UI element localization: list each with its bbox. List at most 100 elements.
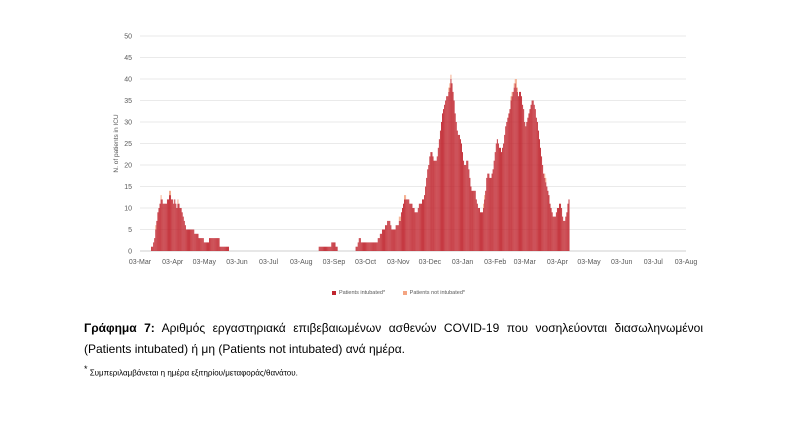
bar-not-intubated: [545, 177, 547, 183]
bar-intubated: [190, 229, 192, 251]
bar-intubated: [478, 208, 480, 251]
bar-intubated: [482, 212, 484, 251]
bar-intubated: [196, 233, 198, 251]
bar-intubated: [390, 225, 392, 251]
bar-intubated: [213, 238, 215, 251]
bar-intubated: [501, 152, 502, 251]
bar-intubated: [492, 169, 494, 251]
bar-intubated: [360, 242, 362, 251]
bar-intubated: [397, 225, 399, 251]
caption-label: Γράφημα 7:: [84, 321, 155, 335]
bar-intubated: [531, 100, 533, 251]
bar-not-intubated: [448, 87, 450, 92]
bar-intubated: [399, 220, 401, 251]
bar-intubated: [441, 122, 442, 251]
bar-intubated: [169, 195, 170, 251]
y-tick-label: 40: [124, 77, 132, 84]
bar-intubated: [176, 208, 178, 251]
bar-intubated: [223, 246, 225, 251]
bar-intubated: [398, 220, 400, 251]
bars: [151, 74, 570, 252]
bar-intubated: [529, 109, 531, 251]
bar-intubated: [159, 203, 161, 251]
bar-intubated: [414, 212, 416, 251]
bar-intubated: [407, 199, 409, 251]
bar-intubated: [166, 199, 168, 251]
bar-intubated: [434, 160, 436, 251]
bar-intubated: [201, 238, 203, 251]
bar-intubated: [406, 199, 408, 251]
bar-intubated: [164, 203, 166, 251]
bar-intubated: [195, 233, 197, 251]
y-tick-label: 35: [124, 98, 132, 105]
bar-intubated: [212, 238, 214, 251]
bar-intubated: [163, 203, 165, 251]
bar-intubated: [559, 203, 560, 251]
bar-intubated: [324, 246, 325, 251]
chart-legend: Patients intubated* Patients not intubat…: [0, 290, 797, 297]
bar-intubated: [182, 216, 184, 251]
bar-intubated: [160, 199, 162, 251]
bar-intubated: [423, 199, 424, 251]
bar-intubated: [370, 242, 372, 251]
bar-intubated: [514, 83, 516, 251]
bar-intubated: [193, 229, 195, 251]
bar-intubated: [228, 246, 229, 251]
bar-intubated: [411, 203, 413, 251]
bar-intubated: [506, 122, 508, 251]
x-tick-label: 03-May: [577, 259, 601, 266]
bar-intubated: [554, 216, 556, 251]
bar-intubated: [472, 190, 474, 251]
x-tick-label: 03-Dec: [419, 259, 442, 266]
bar-intubated: [468, 169, 470, 251]
bar-intubated: [532, 100, 534, 251]
bar-intubated: [454, 113, 456, 252]
bar-intubated: [357, 242, 359, 251]
y-tick-label: 10: [124, 206, 132, 213]
bar-intubated: [165, 203, 167, 251]
bar-intubated: [161, 199, 163, 251]
bar-intubated: [188, 229, 189, 251]
bar-intubated: [153, 242, 155, 251]
bar-intubated: [497, 143, 499, 251]
bar-intubated: [480, 212, 481, 251]
bar-intubated: [418, 203, 420, 251]
bar-intubated: [425, 186, 427, 251]
bar-intubated: [503, 143, 505, 251]
bar-intubated: [155, 229, 157, 251]
bar-intubated: [444, 104, 446, 251]
bar-intubated: [358, 238, 360, 251]
bar-intubated: [157, 212, 159, 251]
bar-intubated: [204, 242, 206, 251]
bar-intubated: [527, 117, 529, 251]
bar-intubated: [388, 220, 390, 251]
bar-intubated: [537, 130, 539, 251]
bar-intubated: [549, 203, 551, 251]
x-tick-label: 03-Feb: [484, 259, 506, 266]
bar-intubated: [452, 91, 454, 252]
bar-intubated: [563, 220, 565, 251]
bar-intubated: [173, 203, 175, 251]
bar-intubated: [322, 246, 324, 251]
bar-intubated: [500, 147, 501, 251]
bar-intubated: [367, 242, 369, 251]
legend-swatch-not-intubated: [402, 291, 407, 295]
bar-intubated: [515, 87, 517, 251]
footnote-marker: *: [84, 364, 88, 374]
bar-intubated: [189, 229, 190, 251]
bar-intubated: [330, 246, 332, 251]
bar-intubated: [198, 238, 200, 251]
bar-intubated: [516, 91, 518, 252]
bar-intubated: [412, 208, 414, 251]
bar-intubated: [208, 242, 209, 251]
bar-intubated: [410, 203, 412, 251]
bar-intubated: [363, 242, 364, 251]
bar-intubated: [219, 246, 221, 251]
bar-intubated: [430, 152, 432, 251]
y-tick-label: 0: [128, 249, 132, 256]
bar-not-intubated: [404, 195, 406, 200]
bar-intubated: [473, 190, 475, 251]
bar-intubated: [419, 203, 421, 251]
bar-intubated: [319, 246, 321, 251]
bar-intubated: [450, 79, 452, 251]
